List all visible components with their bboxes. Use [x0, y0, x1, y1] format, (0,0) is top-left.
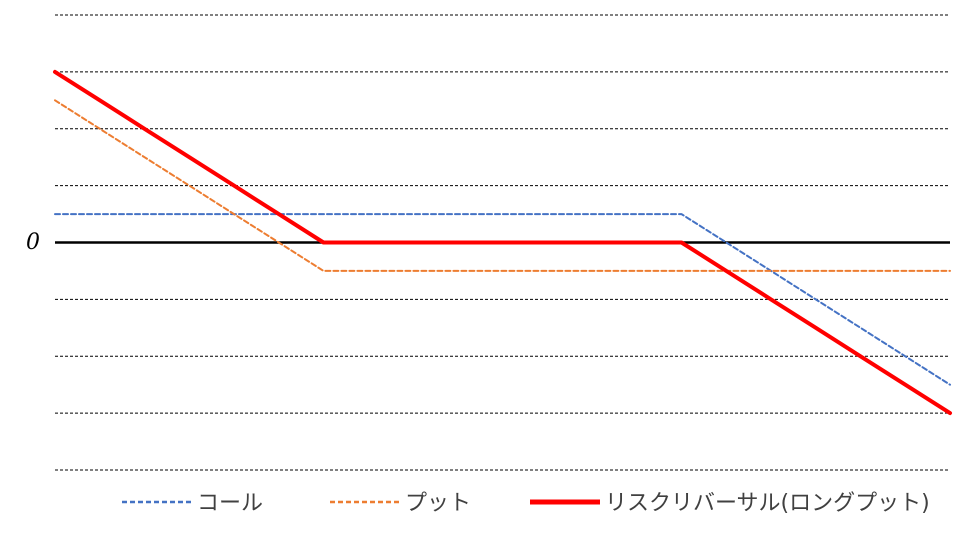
series-line-put	[54, 99, 951, 272]
legend-label-risk-reversal: リスクリバーサル(ロングプット)	[605, 491, 930, 516]
legend: コール プット リスクリバーサル(ロングプット)	[122, 491, 930, 516]
legend-label-call: コール	[197, 491, 263, 516]
legend-entry-put: プット	[330, 491, 471, 516]
series-line-call	[54, 213, 951, 386]
legend-entry-call: コール	[122, 491, 263, 516]
series-line-risk-reversal	[53, 69, 952, 416]
series-layer	[53, 69, 952, 416]
zero-tick-label: 0	[26, 230, 40, 255]
legend-entry-risk-reversal: リスクリバーサル(ロングプット)	[530, 491, 930, 516]
legend-label-put: プット	[405, 491, 471, 516]
grid-layer	[55, 14, 950, 471]
